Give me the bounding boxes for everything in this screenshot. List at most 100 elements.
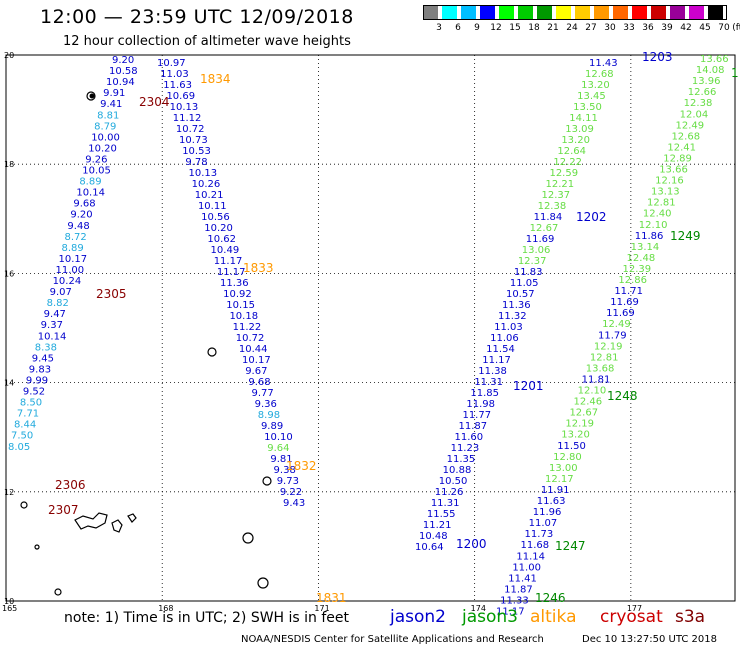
wave-height-value: 8.72 xyxy=(64,232,86,243)
wave-height-value: 9.64 xyxy=(267,443,289,454)
wave-height-value: 11.35 xyxy=(447,454,476,465)
wave-height-value: 10.26 xyxy=(192,179,221,190)
wave-height-value: 10.56 xyxy=(201,212,230,223)
color-swatch xyxy=(480,5,495,20)
wave-height-value: 9.26 xyxy=(85,154,107,165)
color-scale-tick: 39 xyxy=(661,23,673,33)
color-swatch xyxy=(651,5,666,20)
wave-height-value: 11.60 xyxy=(455,432,484,443)
wave-height-value: 13.45 xyxy=(577,91,606,102)
wave-height-value: 9.89 xyxy=(261,421,283,432)
map-frame xyxy=(5,54,736,602)
wave-height-value: 11.87 xyxy=(504,584,533,595)
pass-time-label: 1200 xyxy=(456,537,487,551)
color-scale-tick: 42 xyxy=(680,23,692,33)
wave-height-value: 12.89 xyxy=(663,153,692,164)
pass-time-label: 1203 xyxy=(642,50,673,64)
wave-height-value: 8.38 xyxy=(35,342,57,353)
wave-height-value: 10.48 xyxy=(419,531,448,542)
wave-height-value: 10.05 xyxy=(82,166,111,177)
wave-height-value: 10.13 xyxy=(189,168,218,179)
wave-height-value: 13.06 xyxy=(522,245,551,256)
wave-height-value: 11.71 xyxy=(614,286,643,297)
wave-height-value: 13.96 xyxy=(692,76,721,87)
wave-height-value: 7.71 xyxy=(17,409,39,420)
wave-height-value: 11.96 xyxy=(533,507,562,518)
satellite-legend-item: altika xyxy=(530,607,577,627)
wave-height-value: 13.09 xyxy=(565,124,594,135)
color-swatch xyxy=(708,5,723,20)
wave-height-value: 14.11 xyxy=(569,113,598,124)
wave-height-value: 11.87 xyxy=(459,421,488,432)
wave-height-value: 12.21 xyxy=(546,179,575,190)
wave-height-value: 12.59 xyxy=(549,168,578,179)
color-swatch xyxy=(442,5,457,20)
color-scale-tick: 9 xyxy=(474,23,480,33)
wave-height-value: 13.14 xyxy=(631,242,660,253)
wave-height-value: 11.38 xyxy=(478,366,507,377)
wave-height-value: 11.83 xyxy=(514,267,543,278)
wave-height-value: 11.68 xyxy=(520,540,549,551)
wave-height-value: 12.19 xyxy=(594,341,623,352)
color-swatch xyxy=(518,5,533,20)
wave-height-value: 12.68 xyxy=(671,131,700,142)
island-outline xyxy=(242,532,254,544)
wave-height-value: 11.63 xyxy=(163,80,192,91)
color-scale-tick: 36 xyxy=(642,23,654,33)
wave-height-value: 12.22 xyxy=(553,157,582,168)
lon-tick-label: 165 xyxy=(2,604,17,613)
wave-height-value: 11.55 xyxy=(427,509,456,520)
wave-height-value: 10.11 xyxy=(198,201,227,212)
wave-height-value: 11.69 xyxy=(526,234,555,245)
wave-height-value: 11.00 xyxy=(56,265,85,276)
wave-height-value: 12.39 xyxy=(622,264,651,275)
wave-height-value: 9.83 xyxy=(29,364,51,375)
color-swatch xyxy=(670,5,685,20)
wave-height-value: 12.67 xyxy=(530,223,559,234)
wave-height-value: 12.16 xyxy=(655,176,684,187)
wave-height-value: 9.22 xyxy=(280,487,302,498)
wave-height-value: 11.26 xyxy=(435,487,464,498)
wave-height-value: 11.36 xyxy=(502,300,531,311)
wave-height-value: 9.37 xyxy=(41,320,63,331)
wave-height-value: 10.88 xyxy=(443,465,472,476)
wave-height-value: 9.43 xyxy=(283,498,305,509)
wave-height-value: 11.36 xyxy=(220,278,249,289)
wave-height-value: 12.81 xyxy=(647,198,676,209)
color-swatch xyxy=(461,5,476,20)
lon-tick-label: 174 xyxy=(471,604,486,613)
color-scale-tick: 24 xyxy=(566,23,578,33)
wave-height-value: 11.81 xyxy=(582,374,611,385)
pass-time-label: 1831 xyxy=(316,591,347,605)
satellite-legend-item: cryosat xyxy=(600,607,663,627)
lon-tick-label: 177 xyxy=(627,604,642,613)
wave-height-value: 8.81 xyxy=(97,110,119,121)
wave-height-value: 13.66 xyxy=(659,165,688,176)
color-scale-tick: 15 xyxy=(509,23,521,33)
wave-height-value: 11.33 xyxy=(500,595,529,606)
wave-height-value: 10.10 xyxy=(264,432,293,443)
wave-height-value: 11.05 xyxy=(510,278,539,289)
wave-height-value: 12.41 xyxy=(667,142,696,153)
wave-height-value: 11.21 xyxy=(423,520,452,531)
wave-height-value: 9.78 xyxy=(185,157,207,168)
wave-height-value: 12.38 xyxy=(538,201,567,212)
satellite-legend-item: jason2 xyxy=(390,607,446,627)
wave-height-value: 12.04 xyxy=(680,109,709,120)
wave-height-value: 10.73 xyxy=(179,135,208,146)
wave-height-value: 11.50 xyxy=(557,441,586,452)
color-scale-tick: 33 xyxy=(623,23,635,33)
island-outline xyxy=(34,544,40,550)
island-outline xyxy=(111,519,123,533)
wave-height-value: 11.63 xyxy=(537,496,566,507)
wave-height-value: 10.62 xyxy=(207,234,236,245)
wave-height-value: 9.91 xyxy=(103,88,125,99)
wave-height-value: 8.89 xyxy=(61,243,83,254)
color-scale-tick: 6 xyxy=(455,23,461,33)
color-scale-frame xyxy=(423,5,727,20)
island-dot xyxy=(89,93,95,99)
color-scale-tick: 45 xyxy=(699,23,711,33)
wave-height-value: 9.20 xyxy=(70,210,92,221)
wave-height-value: 12.86 xyxy=(618,275,647,286)
